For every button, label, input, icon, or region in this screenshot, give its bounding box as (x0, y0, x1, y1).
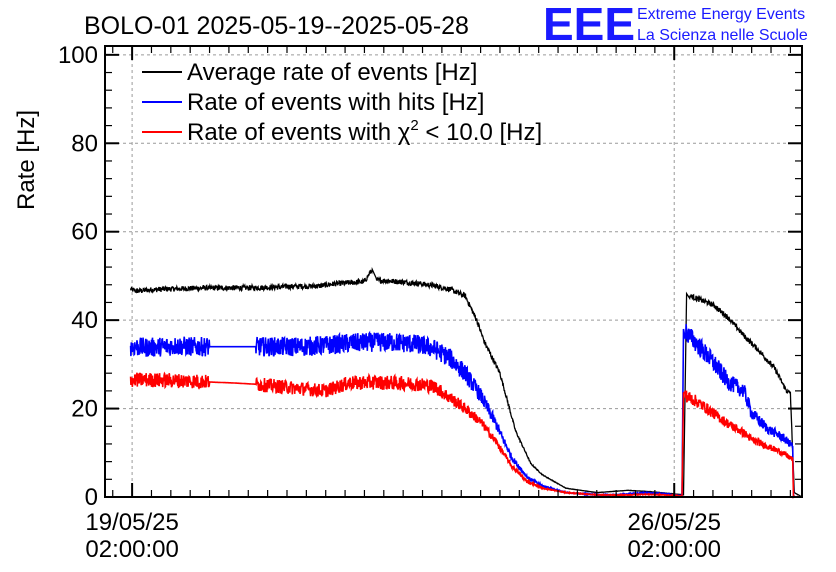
y-tick-label: 0 (85, 484, 98, 511)
x-tick-label-date: 19/05/25 (85, 509, 178, 536)
plot-frame (104, 45, 803, 498)
logo-line-1: Extreme Energy Events (637, 6, 805, 23)
legend-entry-3: Rate of events with χ2 < 10.0 [Hz] (187, 117, 542, 146)
series-line-3 (129, 371, 799, 499)
y-tick-label: 40 (71, 307, 98, 334)
logo-line-2: La Scienza nelle Scuole (637, 27, 808, 44)
logo-letters: EEE (543, 0, 635, 50)
legend-entry-1: Average rate of events [Hz] (187, 59, 477, 86)
y-tick-label: 80 (71, 130, 98, 157)
y-axis-label: Rate [Hz] (13, 110, 40, 210)
legend-entry-2: Rate of events with hits [Hz] (187, 89, 484, 116)
x-tick-label-time: 02:00:00 (628, 536, 721, 563)
legend: Average rate of events [Hz] Rate of event… (142, 59, 542, 146)
y-tick-label: 20 (71, 396, 98, 423)
y-tick-label: 100 (58, 42, 98, 69)
y-tick-label: 60 (71, 219, 98, 246)
x-tick-label-date: 26/05/25 (628, 509, 721, 536)
series-layer (129, 266, 803, 499)
grid (105, 46, 802, 497)
axis-ticks: 02040608010019/05/2502:00:0026/05/2502:0… (58, 42, 802, 563)
chart-title: BOLO-01 2025-05-19--2025-05-28 (84, 12, 469, 40)
x-tick-label-time: 02:00:00 (85, 536, 178, 563)
eee-logo: EEE Extreme Energy Events La Scienza nel… (543, 0, 808, 50)
series-line-1 (129, 266, 803, 498)
series-line-2 (129, 324, 799, 499)
